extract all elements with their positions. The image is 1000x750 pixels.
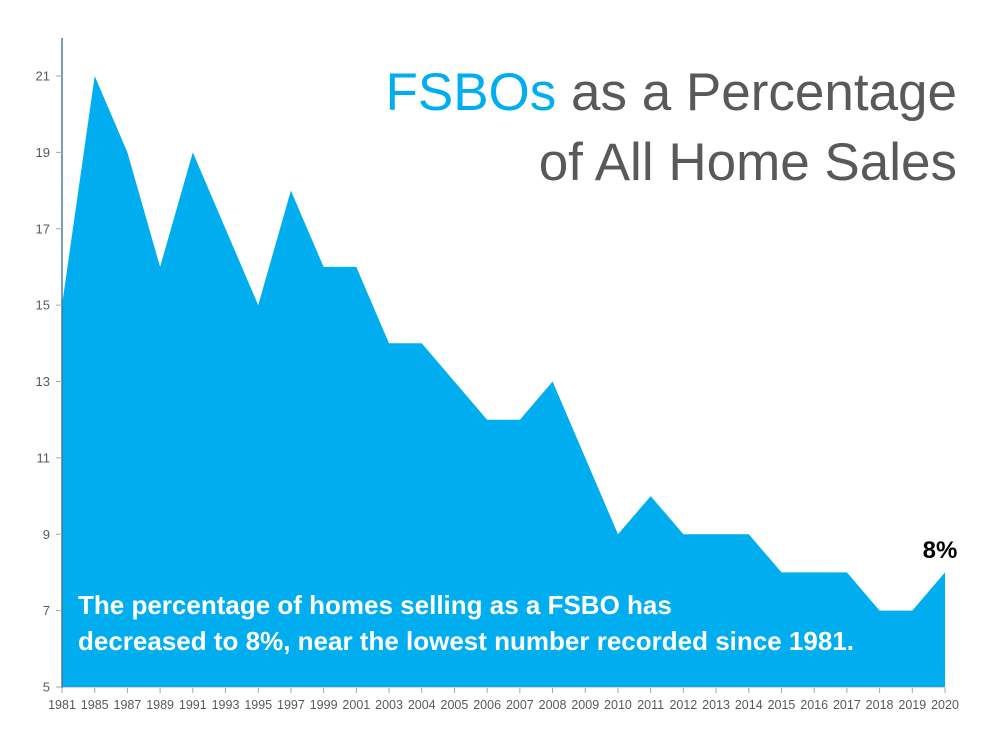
fsbo-area-series: [62, 76, 945, 687]
x-axis-label: 1985: [81, 698, 109, 712]
x-axis-label: 2019: [898, 698, 926, 712]
annotation-line-2: decreased to 8%, near the lowest number …: [78, 626, 854, 656]
x-axis-label: 2015: [768, 698, 796, 712]
x-axis-label: 2020: [931, 698, 959, 712]
x-axis-label: 2006: [473, 698, 501, 712]
y-axis-label: 13: [36, 374, 50, 389]
x-axis-label: 2004: [408, 698, 436, 712]
y-axis-label: 19: [36, 145, 50, 160]
title-line1-rest: as a Percentage: [556, 63, 957, 122]
x-axis-label: 1987: [114, 698, 142, 712]
x-axis-label: 2017: [833, 698, 861, 712]
x-axis-label: 1989: [146, 698, 174, 712]
y-axis-label: 5: [43, 680, 50, 695]
data-label-2020: 8%: [922, 537, 958, 564]
x-axis-label: 2011: [637, 698, 664, 712]
x-axis-label: 2003: [375, 698, 403, 712]
x-axis-label: 2009: [571, 698, 599, 712]
x-axis-label: 2016: [800, 698, 828, 712]
y-axis-label: 7: [43, 603, 50, 618]
annotation-text: The percentage of homes selling as a FSB…: [78, 587, 854, 659]
y-axis-label: 15: [36, 298, 50, 313]
y-axis-label: 11: [37, 450, 51, 465]
y-axis-label: 17: [36, 221, 50, 236]
x-axis-label: 1995: [244, 698, 272, 712]
x-axis-label: 1991: [179, 698, 207, 712]
x-axis-label: 1981: [48, 698, 76, 712]
x-axis-label: 2013: [702, 698, 730, 712]
annotation-line-1: The percentage of homes selling as a FSB…: [78, 590, 672, 620]
x-axis-label: 1999: [310, 698, 338, 712]
x-axis-label: 2007: [506, 698, 534, 712]
x-axis-label: 2008: [539, 698, 567, 712]
title-accent: FSBOs: [385, 63, 557, 122]
x-axis-label: 2005: [441, 698, 469, 712]
x-axis-label: 2012: [669, 698, 697, 712]
x-axis-label: 1997: [277, 698, 305, 712]
x-axis-label: 2001: [342, 698, 370, 712]
title-line-2: of All Home Sales: [538, 133, 957, 192]
x-axis-label: 2018: [866, 698, 894, 712]
y-axis-label: 21: [36, 69, 50, 84]
x-axis-label: 2014: [735, 698, 763, 712]
x-axis-label: 1993: [212, 698, 240, 712]
title-line-1: FSBOs as a Percentage: [385, 58, 957, 128]
chart-title: FSBOs as a Percentage of All Home Sales: [385, 58, 957, 198]
y-axis-label: 9: [43, 527, 50, 542]
x-axis-label: 2010: [604, 698, 632, 712]
